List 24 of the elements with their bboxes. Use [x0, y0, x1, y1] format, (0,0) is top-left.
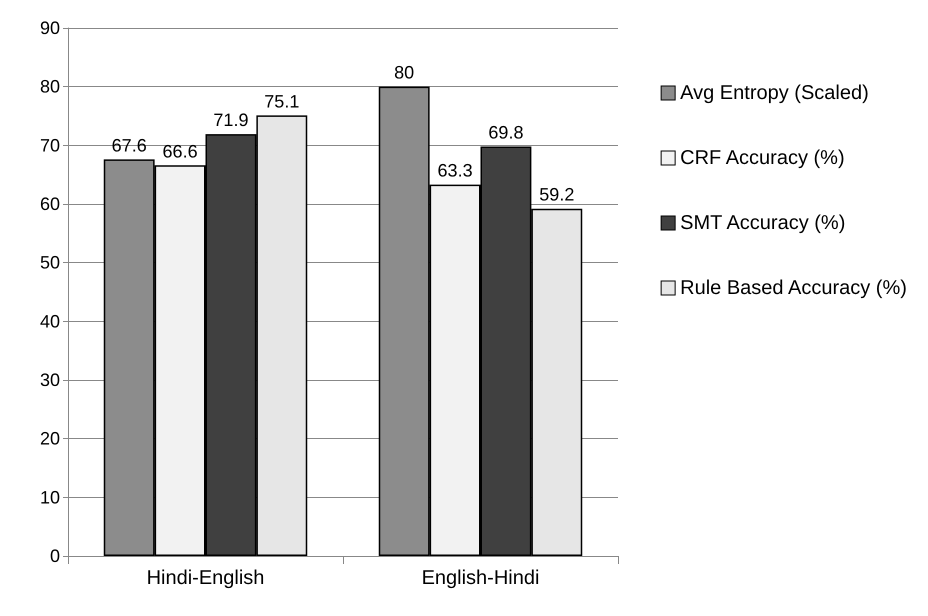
x-tick-label: Hindi-English: [146, 567, 264, 589]
legend-label: CRF Accuracy (%): [680, 147, 845, 169]
legend-label: SMT Accuracy (%): [680, 212, 846, 234]
y-tick-label: 20: [40, 428, 60, 449]
y-tick-label: 80: [40, 76, 60, 97]
y-tick-label: 0: [50, 546, 60, 566]
y-tick-label: 50: [40, 252, 60, 273]
y-tick-label: 90: [40, 18, 60, 38]
data-label: 75.1: [264, 91, 300, 112]
data-label: 63.3: [438, 160, 473, 181]
y-tick-label: 10: [40, 487, 60, 508]
y-tick-label: 70: [40, 135, 60, 156]
data-label: 59.2: [539, 184, 574, 205]
data-label: 71.9: [213, 110, 248, 130]
x-tick-label: English-Hindi: [422, 567, 540, 589]
data-label: 67.6: [112, 135, 147, 156]
data-label: 69.8: [488, 122, 524, 143]
y-tick-label: 30: [40, 370, 60, 390]
legend-label: Avg Entropy (Scaled): [680, 82, 869, 104]
legend-label: Rule Based Accuracy (%): [680, 277, 907, 299]
data-label: 80: [394, 62, 414, 83]
y-tick-label: 60: [40, 194, 60, 214]
y-tick-label: 40: [40, 311, 60, 332]
data-label: 66.6: [162, 141, 198, 162]
